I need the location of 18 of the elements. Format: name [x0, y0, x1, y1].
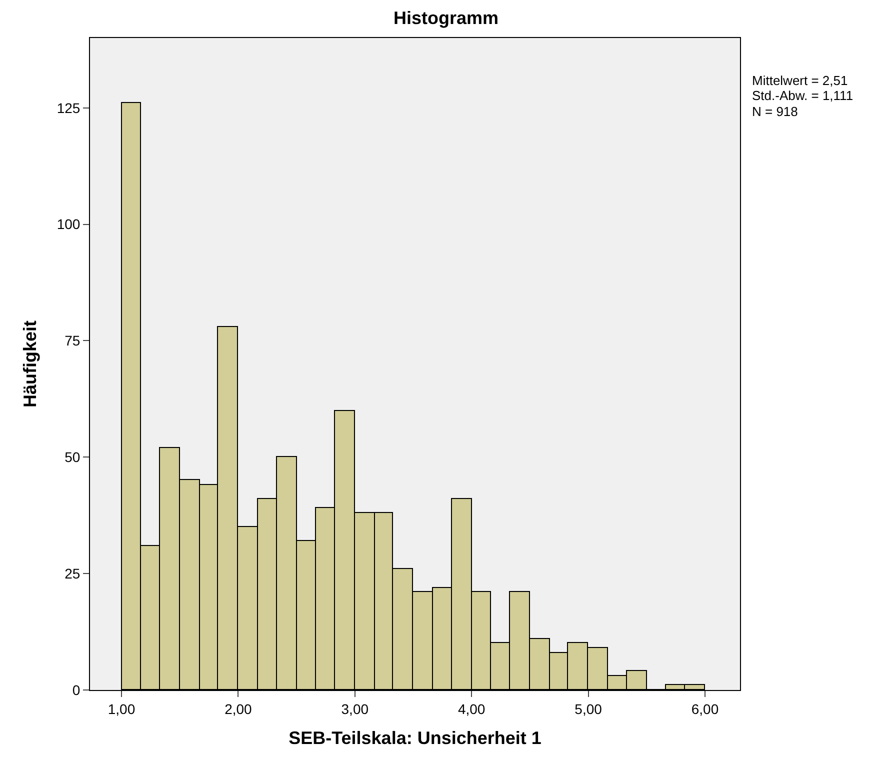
y-tick-label: 100 [56, 216, 80, 232]
y-tick-label: 50 [64, 449, 80, 466]
x-axis-title: SEB-Teilskala: Unsicherheit 1 [288, 728, 542, 748]
y-tick-label: 0 [72, 682, 80, 698]
x-tick-label: 1,00 [108, 700, 136, 717]
x-tick-label: 3,00 [341, 700, 369, 717]
x-tick-label: 2,00 [224, 700, 252, 717]
text: Std.-Abw. = 1,111 [752, 88, 854, 103]
y-tick-label: 75 [64, 332, 80, 349]
y-tick-label: 125 [56, 100, 80, 116]
y-axis-title: Häufigkeit [20, 320, 40, 408]
y-tick-label: 25 [64, 565, 80, 582]
text: Mittelwert = 2,51 [752, 73, 848, 88]
chart-title: Histogramm [393, 8, 499, 28]
x-tick-label: 4,00 [458, 700, 486, 717]
text: N = 918 [752, 104, 798, 119]
x-tick-label: 6,00 [691, 700, 719, 717]
x-tick-label: 5,00 [574, 700, 602, 717]
